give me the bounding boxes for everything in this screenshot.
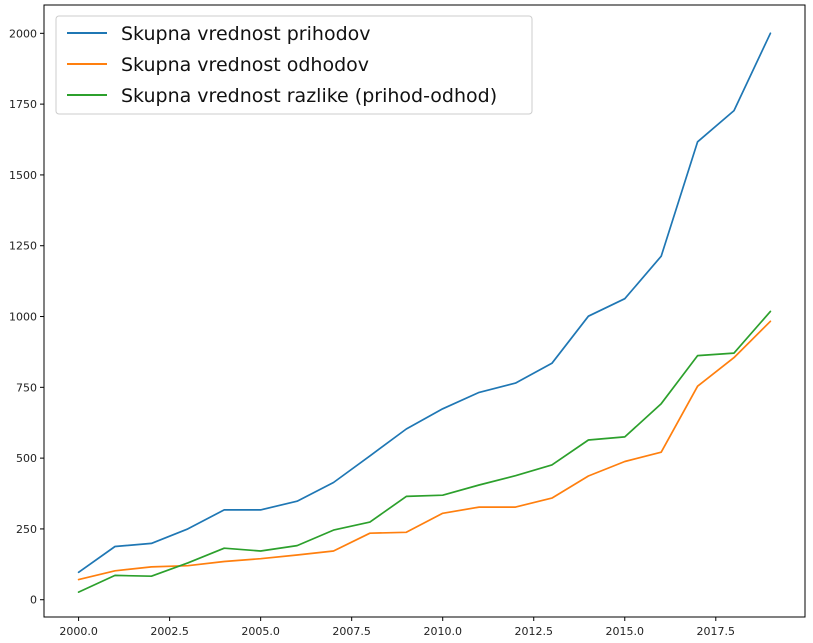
y-tick-label: 1000 — [9, 311, 37, 324]
x-tick-label: 2017.5 — [697, 625, 736, 638]
legend: Skupna vrednost prihodov Skupna vrednost … — [55, 15, 533, 115]
series-line-2 — [77, 320, 772, 581]
legend-label: Skupna vrednost odhodov — [121, 54, 369, 76]
series-lines — [77, 32, 772, 593]
y-tick-label: 1500 — [9, 169, 37, 182]
y-tick-label: 750 — [16, 381, 37, 394]
y-tick-label: 0 — [30, 594, 37, 607]
y-tick-label: 2000 — [9, 27, 37, 40]
x-tick-label: 2015.0 — [606, 625, 645, 638]
y-tick-label: 500 — [16, 452, 37, 465]
y-axis-ticks: 0 250 500 750 1000 1250 1500 1750 2000 — [9, 27, 44, 607]
y-tick-label: 250 — [16, 523, 37, 536]
series-line-3 — [77, 310, 772, 593]
x-tick-label: 2012.5 — [514, 625, 553, 638]
x-tick-label: 2010.0 — [423, 625, 462, 638]
y-tick-label: 1250 — [9, 240, 37, 253]
legend-box — [55, 15, 533, 115]
series-line-1 — [77, 32, 772, 574]
x-tick-label: 2007.5 — [332, 625, 371, 638]
legend-label: Skupna vrednost prihodov — [121, 23, 371, 45]
y-tick-label: 1750 — [9, 98, 37, 111]
legend-label: Skupna vrednost razlike (prihod-odhod) — [121, 85, 497, 107]
x-tick-label: 2002.5 — [150, 625, 189, 638]
x-tick-label: 2000.0 — [59, 625, 98, 638]
x-axis-ticks: 2000.0 2002.5 2005.0 2007.5 2010.0 2012.5 2015… — [59, 617, 735, 638]
x-tick-label: 2005.0 — [241, 625, 280, 638]
